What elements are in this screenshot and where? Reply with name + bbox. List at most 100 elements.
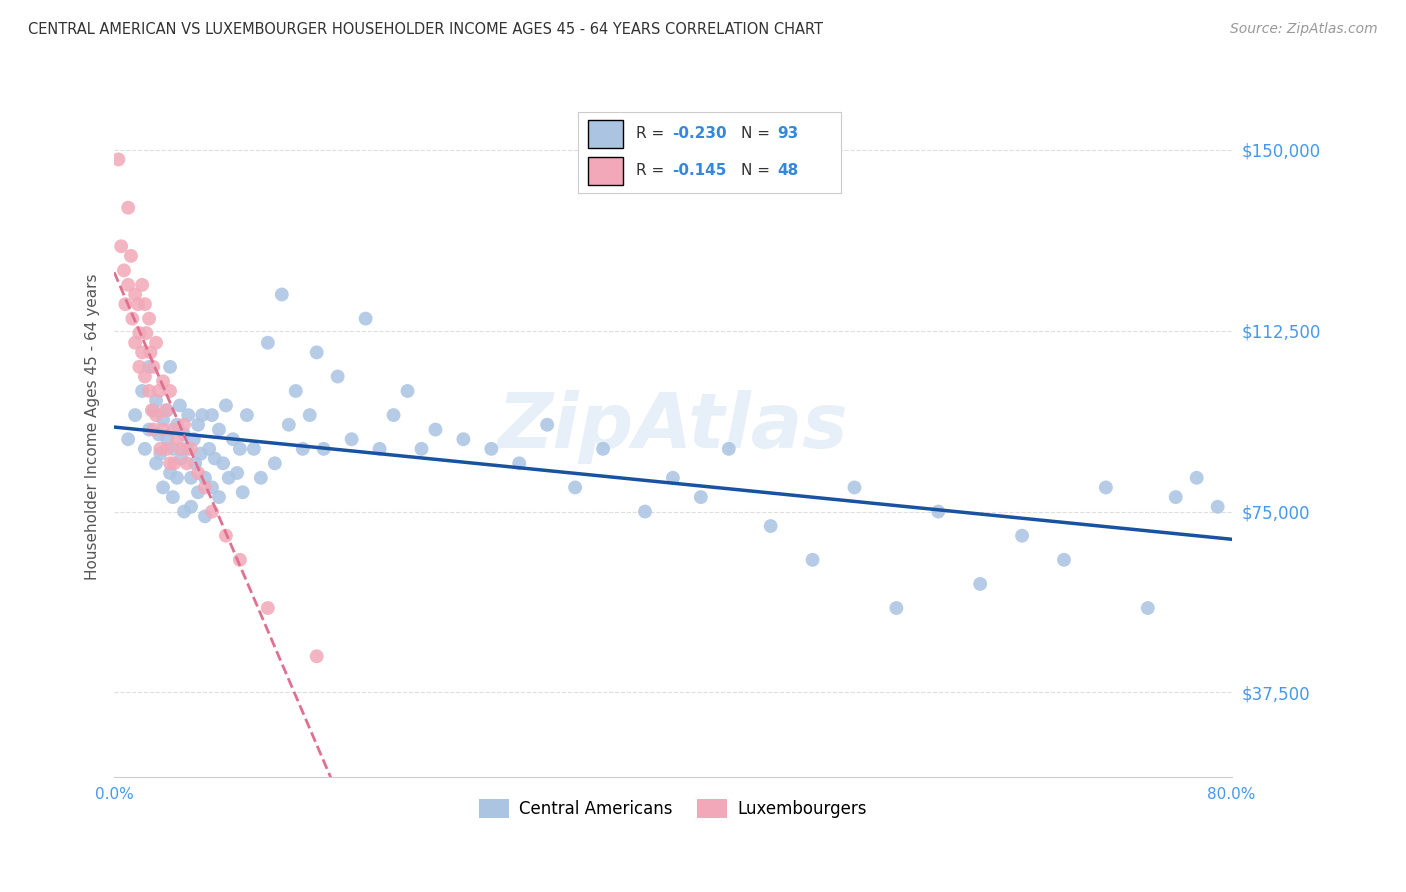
Point bbox=[120, 249, 142, 263]
Point bbox=[124, 335, 146, 350]
Point bbox=[173, 505, 195, 519]
Point bbox=[1206, 500, 1229, 514]
Point bbox=[156, 442, 179, 456]
Point bbox=[927, 505, 949, 519]
Point bbox=[187, 466, 209, 480]
Point bbox=[142, 359, 165, 374]
Point bbox=[117, 432, 139, 446]
Point bbox=[340, 432, 363, 446]
Point bbox=[162, 423, 184, 437]
Point bbox=[218, 471, 240, 485]
Point bbox=[222, 432, 245, 446]
Point bbox=[326, 369, 349, 384]
Point bbox=[176, 456, 198, 470]
Point bbox=[148, 427, 170, 442]
Point bbox=[208, 423, 231, 437]
Point bbox=[145, 408, 167, 422]
Point bbox=[180, 471, 202, 485]
Point bbox=[689, 490, 711, 504]
Text: ZipAtlas: ZipAtlas bbox=[498, 390, 848, 464]
Point bbox=[127, 297, 149, 311]
Point bbox=[152, 480, 174, 494]
Point bbox=[138, 384, 160, 398]
Point bbox=[110, 239, 132, 253]
Point bbox=[508, 456, 530, 470]
Point bbox=[156, 432, 179, 446]
Point bbox=[145, 456, 167, 470]
Point bbox=[204, 451, 226, 466]
Point bbox=[844, 480, 866, 494]
Point bbox=[1136, 601, 1159, 615]
Point bbox=[382, 408, 405, 422]
Point bbox=[138, 311, 160, 326]
Point bbox=[886, 601, 908, 615]
Point bbox=[155, 403, 177, 417]
Point bbox=[277, 417, 299, 432]
Point bbox=[148, 384, 170, 398]
Point bbox=[131, 277, 153, 292]
Point bbox=[149, 442, 172, 456]
Point bbox=[162, 442, 184, 456]
Point bbox=[190, 447, 212, 461]
Point bbox=[201, 408, 224, 422]
Point bbox=[163, 456, 186, 470]
Point bbox=[184, 456, 207, 470]
Point bbox=[662, 471, 685, 485]
Text: CENTRAL AMERICAN VS LUXEMBOURGER HOUSEHOLDER INCOME AGES 45 - 64 YEARS CORRELATI: CENTRAL AMERICAN VS LUXEMBOURGER HOUSEHO… bbox=[28, 22, 823, 37]
Point bbox=[173, 427, 195, 442]
Point bbox=[142, 423, 165, 437]
Point bbox=[969, 577, 991, 591]
Point bbox=[131, 384, 153, 398]
Point bbox=[145, 335, 167, 350]
Point bbox=[135, 326, 157, 340]
Point bbox=[243, 442, 266, 456]
Point bbox=[131, 345, 153, 359]
Point bbox=[187, 485, 209, 500]
Point bbox=[1185, 471, 1208, 485]
Point bbox=[250, 471, 273, 485]
Point bbox=[170, 451, 193, 466]
Legend: Central Americans, Luxembourgers: Central Americans, Luxembourgers bbox=[472, 792, 873, 824]
Point bbox=[170, 442, 193, 456]
Point bbox=[173, 417, 195, 432]
Point bbox=[284, 384, 307, 398]
Point bbox=[215, 529, 238, 543]
Point bbox=[156, 403, 179, 417]
Point bbox=[1011, 529, 1033, 543]
Point bbox=[312, 442, 335, 456]
Point bbox=[396, 384, 419, 398]
Point bbox=[229, 442, 252, 456]
Point bbox=[166, 471, 188, 485]
Point bbox=[159, 359, 181, 374]
Point bbox=[169, 399, 191, 413]
Point bbox=[229, 553, 252, 567]
Point bbox=[139, 345, 162, 359]
Point bbox=[256, 601, 278, 615]
Point bbox=[124, 408, 146, 422]
Point bbox=[124, 287, 146, 301]
Point bbox=[183, 432, 205, 446]
Point bbox=[453, 432, 475, 446]
Point bbox=[256, 335, 278, 350]
Point bbox=[536, 417, 558, 432]
Point bbox=[141, 403, 163, 417]
Point bbox=[717, 442, 740, 456]
Point bbox=[152, 413, 174, 427]
Point bbox=[368, 442, 391, 456]
Point bbox=[564, 480, 586, 494]
Point bbox=[166, 432, 188, 446]
Point bbox=[162, 490, 184, 504]
Point bbox=[187, 417, 209, 432]
Point bbox=[138, 423, 160, 437]
Point bbox=[634, 505, 657, 519]
Point bbox=[270, 287, 292, 301]
Point bbox=[134, 297, 156, 311]
Point bbox=[180, 442, 202, 456]
Point bbox=[152, 423, 174, 437]
Point bbox=[201, 505, 224, 519]
Point bbox=[1164, 490, 1187, 504]
Point bbox=[180, 500, 202, 514]
Point bbox=[176, 442, 198, 456]
Point bbox=[305, 345, 328, 359]
Point bbox=[232, 485, 254, 500]
